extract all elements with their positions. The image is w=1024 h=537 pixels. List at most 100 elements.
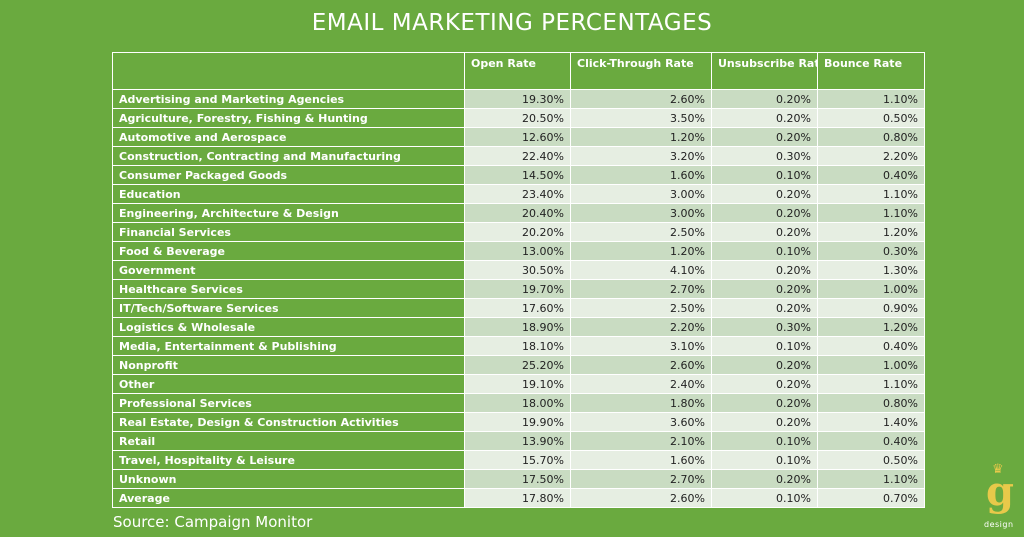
table-row: Automotive and Aerospace 12.60% 1.20% 0.20%… (112, 127, 925, 147)
table-cell: 0.40% (817, 336, 925, 356)
table-row: IT/Tech/Software Services 17.60% 2.50% 0.20… (112, 298, 925, 318)
table-cell: 0.20% (711, 374, 818, 394)
table-cell: 3.60% (570, 412, 712, 432)
table-cell: 1.10% (817, 184, 925, 204)
row-label: Unknown (112, 469, 465, 489)
data-table: Open Rate Click-Through Rate Unsubscribe R… (112, 52, 925, 508)
table-cell: 15.70% (464, 450, 571, 470)
table-cell: 0.30% (817, 241, 925, 261)
table-cell: 1.20% (817, 222, 925, 242)
table-cell: 1.80% (570, 393, 712, 413)
table-cell: 0.50% (817, 108, 925, 128)
table-cell: 1.10% (817, 469, 925, 489)
table-cell: 0.20% (711, 355, 818, 375)
row-label: Healthcare Services (112, 279, 465, 299)
table-cell: 14.50% (464, 165, 571, 185)
table-cell: 2.50% (570, 222, 712, 242)
table-cell: 1.40% (817, 412, 925, 432)
table-cell: 1.30% (817, 260, 925, 280)
logo-text: design (984, 520, 1014, 529)
table-cell: 18.10% (464, 336, 571, 356)
table-cell: 2.10% (570, 431, 712, 451)
row-label: Agriculture, Forestry, Fishing & Hunting (112, 108, 465, 128)
table-cell: 18.00% (464, 393, 571, 413)
table-row: Media, Entertainment & Publishing 18.10% 3… (112, 336, 925, 356)
row-label: Other (112, 374, 465, 394)
row-label: Education (112, 184, 465, 204)
table-cell: 1.00% (817, 355, 925, 375)
table-cell: 1.60% (570, 165, 712, 185)
table-cell: 1.20% (817, 317, 925, 337)
row-label: Engineering, Architecture & Design (112, 203, 465, 223)
row-label: Government (112, 260, 465, 280)
table-cell: 0.10% (711, 488, 818, 508)
table-cell: 2.70% (570, 279, 712, 299)
table-cell: 0.10% (711, 431, 818, 451)
table-cell: 2.60% (570, 488, 712, 508)
row-label: Automotive and Aerospace (112, 127, 465, 147)
table-cell: 18.90% (464, 317, 571, 337)
table-cell: 13.00% (464, 241, 571, 261)
table-row: Government 30.50% 4.10% 0.20% 1.30% (112, 260, 925, 280)
table-cell: 3.00% (570, 203, 712, 223)
table-cell: 20.40% (464, 203, 571, 223)
row-label: Nonprofit (112, 355, 465, 375)
table-cell: 0.90% (817, 298, 925, 318)
row-label: Retail (112, 431, 465, 451)
table-cell: 1.20% (570, 241, 712, 261)
table-cell: 0.20% (711, 279, 818, 299)
column-header: Bounce Rate (817, 52, 925, 90)
table-cell: 0.20% (711, 469, 818, 489)
table-cell: 0.70% (817, 488, 925, 508)
row-label: Travel, Hospitality & Leisure (112, 450, 465, 470)
page-title: EMAIL MARKETING PERCENTAGES (311, 10, 713, 36)
table-cell: 0.30% (711, 146, 818, 166)
table-cell: 3.20% (570, 146, 712, 166)
table-row: Logistics & Wholesale 18.90% 2.20% 0.30% 1.2… (112, 317, 925, 337)
table-cell: 0.10% (711, 336, 818, 356)
table-cell: 4.10% (570, 260, 712, 280)
table-cell: 19.10% (464, 374, 571, 394)
table-cell: 19.70% (464, 279, 571, 299)
row-label: Consumer Packaged Goods (112, 165, 465, 185)
table-cell: 30.50% (464, 260, 571, 280)
table-cell: 2.50% (570, 298, 712, 318)
row-label: Logistics & Wholesale (112, 317, 465, 337)
table-cell: 0.20% (711, 393, 818, 413)
table-cell: 19.90% (464, 412, 571, 432)
table-row: Food & Beverage 13.00% 1.20% 0.10% 0.30% (112, 241, 925, 261)
table-cell: 0.10% (711, 450, 818, 470)
table-cell: 0.20% (711, 203, 818, 223)
table-cell: 0.20% (711, 298, 818, 318)
row-label: Financial Services (112, 222, 465, 242)
table-cell: 0.20% (711, 108, 818, 128)
table-cell: 20.50% (464, 108, 571, 128)
table-cell: 1.60% (570, 450, 712, 470)
table-row: Construction, Contracting and Manufactur… (112, 146, 925, 166)
column-header: Click-Through Rate (570, 52, 712, 90)
table-cell: 0.20% (711, 89, 818, 109)
table-cell: 0.50% (817, 450, 925, 470)
table-cell: 17.80% (464, 488, 571, 508)
table-cell: 1.20% (570, 127, 712, 147)
table-cell: 0.40% (817, 165, 925, 185)
table-row: Real Estate, Design & Construction Activ… (112, 412, 925, 432)
table-cell: 0.30% (711, 317, 818, 337)
table-cell: 0.40% (817, 431, 925, 451)
table-cell: 0.10% (711, 241, 818, 261)
table-cell: 2.70% (570, 469, 712, 489)
table-cell: 0.20% (711, 127, 818, 147)
table-cell: 2.60% (570, 355, 712, 375)
table-cell: 19.30% (464, 89, 571, 109)
table-cell: 0.80% (817, 127, 925, 147)
table-row: Other 19.10% 2.40% 0.20% 1.10% (112, 374, 925, 394)
table-cell: 1.00% (817, 279, 925, 299)
row-label: Media, Entertainment & Publishing (112, 336, 465, 356)
table-cell: 3.50% (570, 108, 712, 128)
table-cell: 0.10% (711, 165, 818, 185)
table-cell: 17.50% (464, 469, 571, 489)
table-cell: 12.60% (464, 127, 571, 147)
table-cell: 2.60% (570, 89, 712, 109)
table-row: Nonprofit 25.20% 2.60% 0.20% 1.00% (112, 355, 925, 375)
table-row: Retail 13.90% 2.10% 0.10% 0.40% (112, 431, 925, 451)
